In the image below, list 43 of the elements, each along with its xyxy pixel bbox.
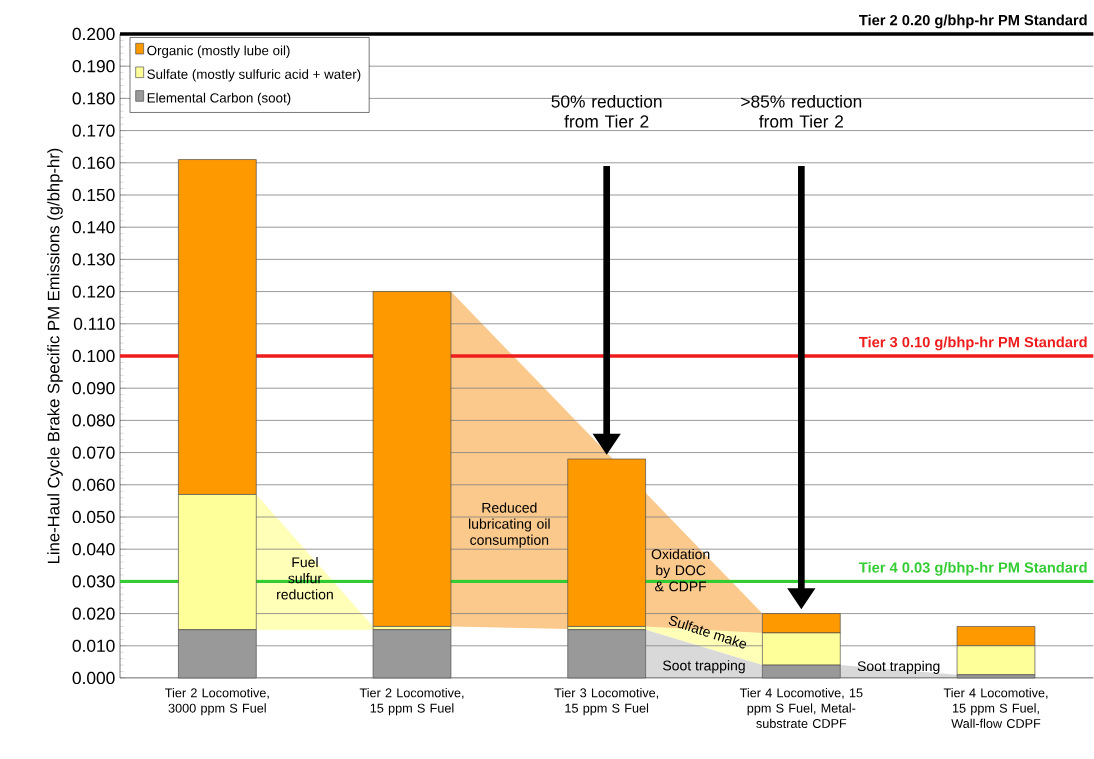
ref-line-label: Tier 2 0.20 g/bhp-hr PM Standard bbox=[859, 14, 1087, 29]
x-tick-label: Tier 4 Locomotive, 15 ppm S Fuel, Metal-substrate CDPF bbox=[739, 688, 863, 728]
y-tick-label: 0.190 bbox=[72, 60, 115, 73]
y-tick-label: 0.020 bbox=[72, 607, 115, 620]
legend-label: Sulfate (mostly sulfuric acid + water) bbox=[147, 69, 361, 82]
x-tick-label: Tier 3 Locomotive, 15 ppm S Fuel bbox=[554, 688, 659, 716]
y-tick-label: 0.170 bbox=[72, 124, 115, 137]
annotation: Soot trapping bbox=[663, 660, 745, 674]
y-tick-label: 0.030 bbox=[72, 575, 115, 588]
annotation: Soot trapping bbox=[857, 660, 940, 674]
y-tick-label: 0.160 bbox=[72, 156, 115, 169]
annotation: Reduced lubricating oil consumption bbox=[469, 502, 550, 548]
y-tick-label: 0.100 bbox=[72, 349, 115, 363]
bar bbox=[567, 458, 646, 627]
x-tick-label: Tier 2 Locomotive, 15 ppm S Fuel bbox=[359, 688, 464, 716]
y-tick-label: 0.140 bbox=[72, 221, 115, 234]
y-tick-label: 0.000 bbox=[72, 671, 115, 685]
bar bbox=[372, 291, 452, 627]
annotation: Sulfate make bbox=[668, 615, 747, 649]
y-tick-label: 0.110 bbox=[73, 317, 115, 330]
y-tick-label: 0.120 bbox=[72, 285, 115, 298]
bar bbox=[372, 629, 452, 679]
y-tick-label: 0.130 bbox=[72, 253, 115, 266]
annotation: Oxidation by DOC & CDPF bbox=[651, 548, 710, 592]
ref-line-label: Tier 3 0.10 g/bhp-hr PM Standard bbox=[859, 336, 1087, 351]
y-tick-label: 0.090 bbox=[72, 382, 115, 395]
y-tick-label: 0.080 bbox=[72, 414, 115, 427]
y-tick-label: 0.010 bbox=[72, 639, 115, 652]
legend-label: Organic (mostly lube oil) bbox=[147, 45, 290, 58]
x-tick-label: Tier 2 Locomotive, 3000 ppm S Fuel bbox=[165, 688, 269, 716]
y-tick-label: 0.180 bbox=[72, 92, 115, 105]
y-tick-label: 0.050 bbox=[72, 510, 115, 524]
y-tick-label: 0.200 bbox=[72, 27, 115, 41]
y-tick-label: 0.040 bbox=[72, 543, 115, 556]
annotation: >85% reduction from Tier 2 bbox=[741, 94, 862, 128]
y-tick-label: 0.150 bbox=[72, 188, 115, 202]
x-tick-label: Tier 4 Locomotive, 15 ppm S Fuel, Wall-flow CDPF bbox=[943, 688, 1048, 728]
legend-label: Elemental Carbon (soot) bbox=[147, 92, 291, 106]
ref-line-label: Tier 4 0.03 g/bhp-hr PM Standard bbox=[859, 561, 1087, 576]
annotation: 50% reduction from Tier 2 bbox=[551, 94, 662, 128]
y-tick-label: 0.060 bbox=[72, 478, 115, 491]
y-axis-title: Line-Haul Cycle Brake Specific PM Emissions (g/bhp-hr) bbox=[47, 148, 63, 564]
y-tick-label: 0.070 bbox=[72, 446, 115, 459]
